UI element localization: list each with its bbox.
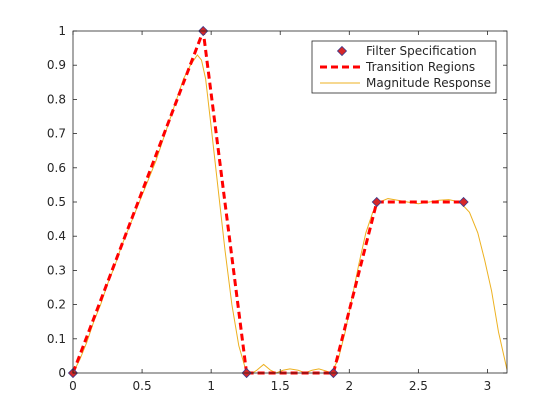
x-tick-label: 1.5 (271, 379, 290, 393)
y-tick-label: 0.6 (47, 161, 66, 175)
x-tick-label: 0 (69, 379, 77, 393)
x-tick-label: 2.5 (409, 379, 428, 393)
x-tick-label: 0.5 (133, 379, 152, 393)
y-tick-label: 1 (58, 24, 66, 38)
y-tick-label: 0.9 (47, 58, 66, 72)
y-tick-label: 0 (58, 366, 66, 380)
y-tick-label: 0.2 (47, 298, 66, 312)
y-tick-label: 0.8 (47, 92, 66, 106)
y-tick-label: 0.3 (47, 263, 66, 277)
legend-label: Filter Specification (366, 44, 477, 58)
y-tick-label: 0.1 (47, 332, 66, 346)
spec-marker (371, 196, 382, 208)
x-tick-label: 2 (345, 379, 353, 393)
transition-region-line (331, 201, 379, 374)
x-axis: 0 0.5 1 1.5 2 2.5 3 (69, 31, 491, 393)
x-tick-label: 3 (484, 379, 492, 393)
y-axis: 0 0.1 0.2 0.3 0.4 0.5 0.6 0.7 0.8 0.9 1 (47, 24, 507, 380)
y-tick-label: 0.5 (47, 195, 66, 209)
legend-label: Transition Regions (365, 60, 475, 74)
x-tick-label: 1 (207, 379, 215, 393)
spec-marker (458, 196, 469, 208)
legend-label: Magnitude Response (366, 76, 491, 90)
legend-marker-spec (336, 45, 348, 57)
legend: Filter Specification Transition Regions Ma… (311, 40, 497, 94)
y-tick-label: 0.7 (47, 127, 66, 141)
y-tick-label: 0.4 (47, 229, 66, 243)
